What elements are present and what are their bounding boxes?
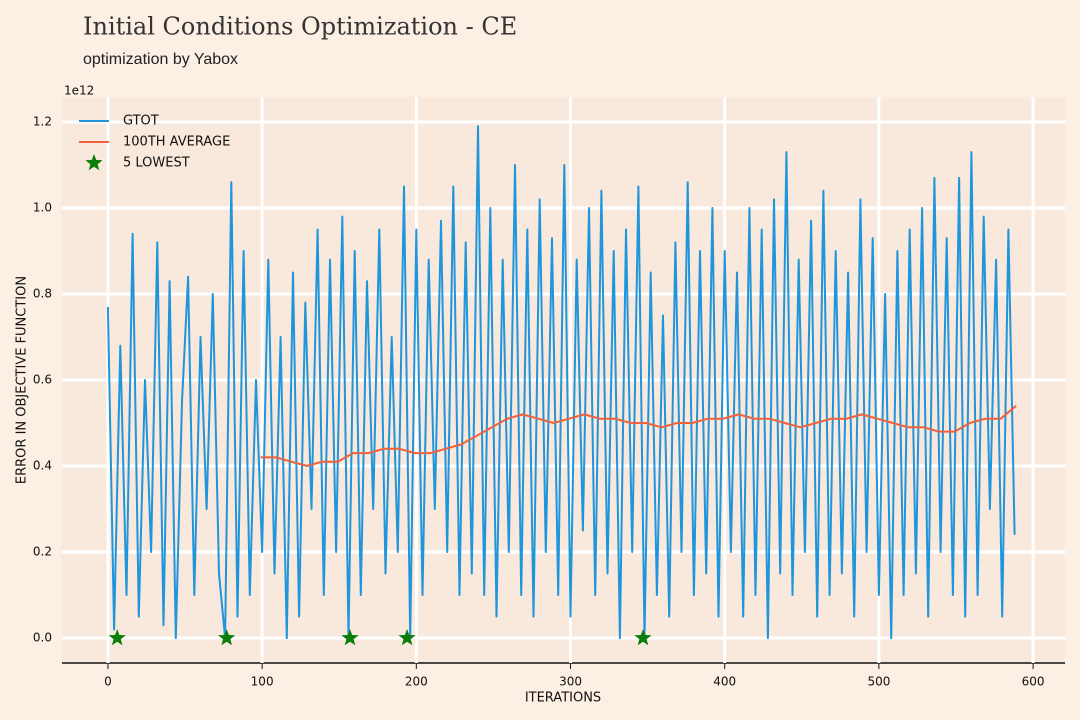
x-tick-label: 400 [713,675,736,689]
legend-label: 100TH AVERAGE [123,135,230,150]
legend-marker [85,154,103,171]
y-tick-label: 0.8 [33,286,52,300]
star-marker [218,629,236,646]
legend-label: 5 LOWEST [123,156,190,171]
x-tick-label: 0 [104,675,112,689]
x-tick-label: 600 [1022,675,1045,689]
star-marker [108,629,126,646]
y-offset-label: 1e12 [64,84,94,98]
x-tick-label: 200 [405,675,428,689]
y-tick-label: 1.0 [33,200,52,214]
legend-label: GTOT [123,114,159,129]
chart-subtitle: optimization by Yabox [83,51,238,68]
y-tick-label: 1.2 [33,114,52,128]
y-tick-label: 0.4 [33,459,52,473]
x-tick-label: 300 [559,675,582,689]
x-axis-label: ITERATIONS [525,691,601,706]
y-tick-label: 0.0 [33,631,52,645]
star-marker [398,629,416,646]
y-tick-label: 0.2 [33,545,52,559]
y-axis-label: ERROR IN OBJECTIVE FUNCTION [15,276,30,484]
x-tick-label: 100 [251,675,274,689]
star-marker [634,629,652,646]
series-line [260,405,1017,467]
series-line [106,125,1016,640]
chart-title: Initial Conditions Optimization - CE [83,13,517,41]
y-tick-label: 0.6 [33,373,52,387]
x-tick-label: 500 [867,675,890,689]
star-marker [341,629,359,646]
